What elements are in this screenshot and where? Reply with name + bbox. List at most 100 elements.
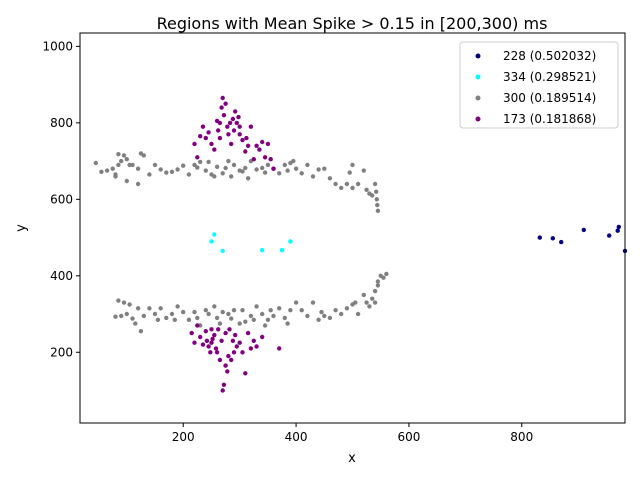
data-point-series-2-149 xyxy=(375,283,381,288)
data-point-series-2-18 xyxy=(158,167,163,172)
data-point-series-3-50 xyxy=(210,336,215,342)
plot-frame xyxy=(79,32,626,424)
data-point-series-2-31 xyxy=(214,164,220,169)
data-point-series-2-15 xyxy=(141,153,146,158)
data-point-series-2-42 xyxy=(254,167,259,172)
data-point-series-2-28 xyxy=(206,159,211,165)
data-point-series-2-139 xyxy=(361,292,366,298)
data-point-series-3-6 xyxy=(209,141,214,147)
data-point-series-2-30 xyxy=(212,174,217,179)
data-point-series-2-23 xyxy=(186,172,192,177)
data-point-series-2-131 xyxy=(322,313,327,319)
data-point-series-2-5 xyxy=(116,162,121,168)
points-layer xyxy=(93,95,628,393)
data-point-series-3-18 xyxy=(229,141,234,147)
data-point-series-2-75 xyxy=(124,178,129,184)
data-point-series-2-48 xyxy=(282,162,287,168)
data-point-series-3-14 xyxy=(223,101,228,106)
data-point-series-2-43 xyxy=(260,165,265,171)
data-point-series-3-13 xyxy=(221,113,227,118)
data-point-series-3-36 xyxy=(268,157,273,162)
data-point-series-1-0 xyxy=(209,239,214,244)
data-point-series-3-28 xyxy=(245,143,251,148)
data-point-series-2-59 xyxy=(333,181,338,187)
data-point-series-2-47 xyxy=(277,171,282,176)
data-point-series-3-10 xyxy=(217,135,223,141)
data-point-series-2-96 xyxy=(181,309,186,315)
data-point-series-3-69 xyxy=(240,350,245,355)
data-point-series-2-1 xyxy=(99,169,104,174)
data-point-series-3-38 xyxy=(237,132,242,137)
data-point-series-2-85 xyxy=(135,306,141,311)
data-point-series-2-56 xyxy=(316,167,321,172)
data-point-series-2-97 xyxy=(186,317,192,322)
data-point-series-3-30 xyxy=(251,157,256,162)
data-point-series-3-21 xyxy=(233,109,238,114)
data-point-series-3-33 xyxy=(260,139,265,145)
data-point-series-3-42 xyxy=(195,323,200,328)
data-point-series-2-137 xyxy=(353,300,358,305)
data-point-series-3-44 xyxy=(200,342,206,347)
data-point-series-2-129 xyxy=(316,317,321,322)
data-point-series-2-141 xyxy=(370,296,375,301)
data-point-series-2-77 xyxy=(113,314,118,319)
data-point-series-2-95 xyxy=(175,304,180,309)
data-point-series-2-58 xyxy=(327,176,333,181)
data-point-series-2-143 xyxy=(375,279,381,284)
data-point-series-2-7 xyxy=(119,158,124,164)
data-point-series-3-5 xyxy=(206,130,211,135)
data-point-series-3-54 xyxy=(216,327,221,332)
x-tick-label: 600 xyxy=(397,430,420,444)
data-point-series-2-109 xyxy=(231,308,237,313)
data-point-series-0-0 xyxy=(537,235,542,240)
data-point-series-2-64 xyxy=(355,181,361,187)
x-tick-label: 200 xyxy=(172,430,195,444)
data-point-series-2-25 xyxy=(195,165,200,170)
data-point-series-2-33 xyxy=(223,165,228,171)
data-point-series-2-116 xyxy=(260,311,265,317)
data-point-series-2-52 xyxy=(293,166,299,171)
data-point-series-0-1 xyxy=(550,236,555,241)
data-point-series-0-2 xyxy=(559,239,564,245)
data-point-series-2-53 xyxy=(299,171,304,176)
data-point-series-2-12 xyxy=(135,166,141,171)
data-point-series-2-147 xyxy=(372,300,378,305)
data-point-series-2-106 xyxy=(220,309,225,315)
data-point-series-2-83 xyxy=(130,316,135,321)
data-point-series-2-82 xyxy=(127,302,132,307)
legend-label-3: 173 (0.181868) xyxy=(503,112,596,126)
y-tick-label: 200 xyxy=(50,345,73,359)
data-point-series-3-66 xyxy=(233,332,238,338)
data-point-series-0-3 xyxy=(581,227,586,233)
data-point-series-2-60 xyxy=(339,185,344,191)
data-point-series-3-11 xyxy=(219,105,224,110)
data-point-series-2-32 xyxy=(220,171,225,176)
ticks-layer: 200 400 600 800 200 400 600 800 1000 xyxy=(42,39,533,444)
data-point-series-2-135 xyxy=(344,306,350,311)
data-point-series-3-31 xyxy=(254,143,259,148)
data-point-series-0-5 xyxy=(615,228,620,233)
data-point-series-1-5 xyxy=(288,239,293,244)
data-point-series-3-4 xyxy=(203,135,208,141)
data-point-series-2-74 xyxy=(113,174,118,179)
data-point-series-2-9 xyxy=(124,157,129,162)
y-tick-label: 400 xyxy=(50,269,73,283)
data-point-series-3-58 xyxy=(221,382,227,387)
data-point-series-2-22 xyxy=(181,163,186,168)
data-point-series-2-99 xyxy=(195,315,200,321)
data-point-series-2-81 xyxy=(124,311,129,317)
data-point-series-3-68 xyxy=(237,340,242,345)
legend-box xyxy=(459,41,619,129)
data-point-series-3-74 xyxy=(254,344,259,349)
data-point-series-3-2 xyxy=(198,134,203,139)
data-point-series-3-15 xyxy=(225,124,230,129)
data-point-series-2-21 xyxy=(175,167,180,172)
data-point-series-2-54 xyxy=(305,162,310,168)
data-point-series-2-140 xyxy=(367,304,372,309)
data-point-series-2-63 xyxy=(350,162,355,168)
data-point-series-2-68 xyxy=(370,193,375,198)
data-point-series-2-117 xyxy=(262,323,268,328)
data-point-series-1-3 xyxy=(260,248,265,253)
data-point-series-3-40 xyxy=(189,330,194,336)
data-point-series-3-32 xyxy=(257,147,262,152)
